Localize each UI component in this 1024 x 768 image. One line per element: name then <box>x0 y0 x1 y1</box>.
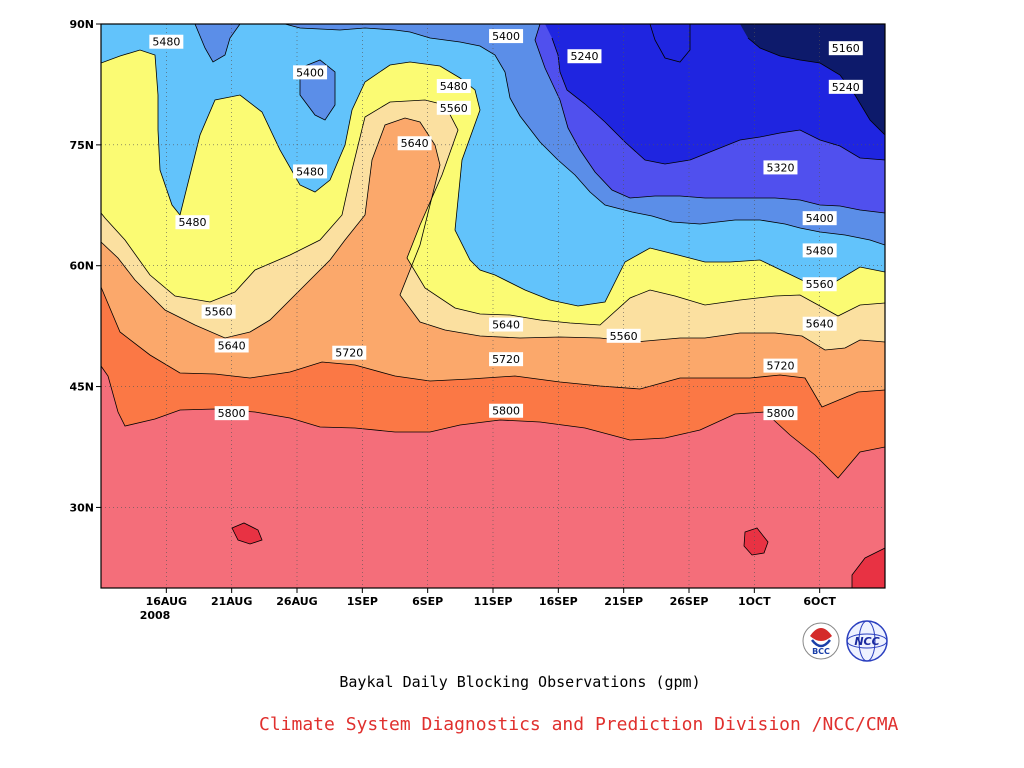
x-tick-label: 16SEP <box>539 595 578 608</box>
contour-label: 5640 <box>489 317 524 332</box>
bcc-logo: BCC <box>802 622 840 660</box>
contour-label: 5160 <box>828 41 863 56</box>
x-tick-label: 1SEP <box>347 595 378 608</box>
x-tick-label: 16AUG <box>146 595 187 608</box>
year-label: 2008 <box>140 609 171 622</box>
svg-text:5720: 5720 <box>335 347 363 360</box>
x-tick-label: 26AUG <box>276 595 317 608</box>
contour-label: 5240 <box>567 49 602 64</box>
contour-label: 5400 <box>802 211 837 226</box>
contour-label: 5640 <box>214 338 249 353</box>
svg-text:5320: 5320 <box>766 161 794 174</box>
svg-text:5480: 5480 <box>152 36 180 49</box>
svg-text:5480: 5480 <box>178 216 206 229</box>
svg-text:5160: 5160 <box>832 42 860 55</box>
contour-label: 5640 <box>397 136 432 151</box>
svg-text:5560: 5560 <box>610 330 638 343</box>
chart-title: Baykal Daily Blocking Observations (gpm) <box>339 673 701 691</box>
svg-text:5480: 5480 <box>440 80 468 93</box>
contour-label: 5560 <box>802 277 837 292</box>
svg-text:BCC: BCC <box>812 647 830 656</box>
contour-label: 5560 <box>201 304 236 319</box>
grid-lines <box>101 24 885 588</box>
contour-label: 5800 <box>214 406 249 421</box>
svg-text:5640: 5640 <box>218 339 246 352</box>
svg-text:5560: 5560 <box>806 278 834 291</box>
svg-text:5400: 5400 <box>296 66 324 79</box>
svg-text:5800: 5800 <box>492 405 520 418</box>
contour-label: 5560 <box>436 100 471 115</box>
svg-text:5400: 5400 <box>492 30 520 43</box>
x-tick-label: 6OCT <box>803 595 836 608</box>
contour-label: 5720 <box>332 345 367 360</box>
x-tick-label: 26SEP <box>670 595 709 608</box>
contour-lines <box>101 24 885 588</box>
x-tick-label: 11SEP <box>474 595 513 608</box>
x-tick-label: 1OCT <box>738 595 771 608</box>
contour-label: 5400 <box>489 29 524 44</box>
contour-label: 5800 <box>489 403 524 418</box>
axis-ticks: 16AUG 21AUG 26AUG 1SEP 6SEP 11SEP 16SEP 21SEP 26… <box>69 18 836 608</box>
svg-text:5480: 5480 <box>806 244 834 257</box>
svg-text:5480: 5480 <box>296 165 324 178</box>
contour-label: 5320 <box>763 160 798 175</box>
y-tick-label: 30N <box>69 501 94 514</box>
y-tick-label: 90N <box>69 18 94 31</box>
contour-label: 5560 <box>606 328 641 343</box>
x-tick-label: 21SEP <box>604 595 643 608</box>
svg-text:5800: 5800 <box>766 407 794 420</box>
contour-labels: 5480 5400 5400 5240 5160 5240 5480 5560 5640 5480… <box>149 29 863 421</box>
contour-label: 5480 <box>802 243 837 258</box>
contour-label: 5720 <box>763 358 798 373</box>
y-tick-label: 60N <box>69 260 94 273</box>
x-tick-label: 6SEP <box>412 595 443 608</box>
contour-label: 5480 <box>293 164 328 179</box>
svg-text:5240: 5240 <box>832 81 860 94</box>
svg-text:5640: 5640 <box>806 318 834 331</box>
contour-label: 5480 <box>149 34 184 49</box>
contour-label: 5400 <box>293 65 328 80</box>
contour-label: 5480 <box>436 79 471 94</box>
x-tick-label: 21AUG <box>211 595 252 608</box>
svg-text:5640: 5640 <box>492 319 520 332</box>
contour-label: 5640 <box>802 316 837 331</box>
blob-5880-c <box>852 548 885 588</box>
svg-text:5640: 5640 <box>401 137 429 150</box>
y-tick-label: 75N <box>69 139 94 152</box>
contour-label: 5480 <box>175 215 210 230</box>
svg-text:5240: 5240 <box>570 50 598 63</box>
svg-text:5560: 5560 <box>440 102 468 115</box>
svg-text:5720: 5720 <box>492 353 520 366</box>
svg-text:5800: 5800 <box>218 407 246 420</box>
contour-label: 5240 <box>828 79 863 94</box>
contour-label: 5800 <box>763 406 798 421</box>
credit-line: Climate System Diagnostics and Predictio… <box>259 714 899 735</box>
ncc-logo: NCC <box>846 620 888 662</box>
svg-text:5400: 5400 <box>806 212 834 225</box>
svg-text:5720: 5720 <box>766 360 794 373</box>
y-tick-label: 45N <box>69 381 94 394</box>
contour-label: 5720 <box>489 352 524 367</box>
svg-text:NCC: NCC <box>854 635 879 648</box>
svg-text:5560: 5560 <box>205 306 233 319</box>
